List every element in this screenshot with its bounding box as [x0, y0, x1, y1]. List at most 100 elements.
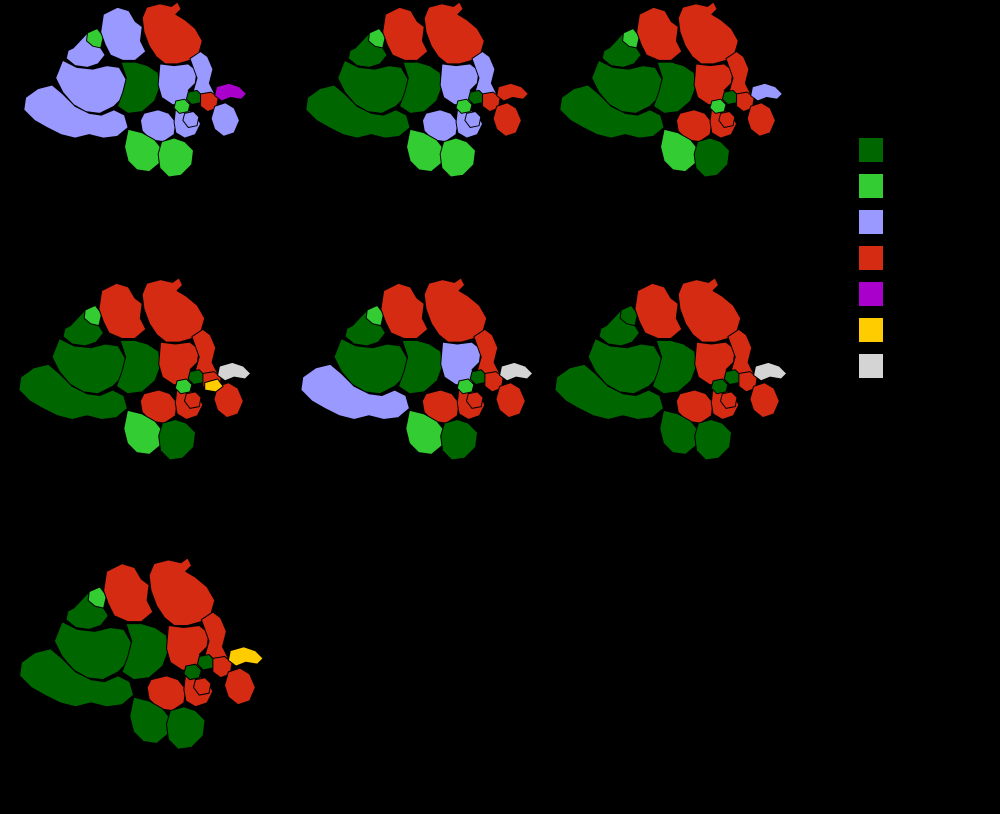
constituency-west-belfast[interactable]	[183, 663, 202, 681]
legend-item-light-grey[interactable]	[858, 353, 893, 379]
legend-item-periwinkle[interactable]	[858, 209, 893, 235]
constituency-south-down[interactable]	[158, 418, 197, 461]
constituency-newry-armagh[interactable]	[123, 409, 163, 455]
constituency-upper-bann[interactable]	[146, 675, 187, 712]
constituency-mid-ulster[interactable]	[117, 61, 161, 114]
constituency-south-belfast[interactable]	[719, 391, 738, 409]
constituency-east-londonderry[interactable]	[634, 282, 683, 340]
constituency-strangford[interactable]	[213, 382, 244, 419]
constituency-strangford[interactable]	[492, 102, 522, 137]
map-panel-3[interactable]	[542, 2, 818, 207]
constituency-south-belfast[interactable]	[183, 391, 202, 409]
constituency-limavady-sliver[interactable]	[622, 28, 640, 49]
constituency-north-down[interactable]	[750, 82, 783, 102]
constituency-fermanagh-south-tyrone[interactable]	[559, 84, 665, 139]
constituency-west-belfast[interactable]	[455, 98, 473, 114]
constituency-south-down[interactable]	[165, 706, 206, 750]
constituency-north-antrim[interactable]	[141, 277, 206, 343]
constituency-south-down[interactable]	[693, 137, 730, 178]
constituency-mid-ulster[interactable]	[115, 339, 162, 395]
constituency-upper-bann[interactable]	[139, 109, 177, 143]
constituency-south-belfast[interactable]	[718, 111, 736, 128]
constituency-upper-bann[interactable]	[675, 389, 714, 424]
map-panel-4[interactable]	[6, 272, 282, 497]
constituency-west-belfast[interactable]	[709, 98, 727, 114]
map-panel-6[interactable]	[542, 272, 818, 497]
constituency-south-belfast[interactable]	[465, 391, 484, 409]
constituency-north-antrim[interactable]	[148, 557, 216, 627]
constituency-belfast-dot[interactable]	[204, 378, 224, 393]
map-panel-1[interactable]	[6, 2, 282, 207]
constituency-mid-ulster[interactable]	[399, 61, 443, 114]
constituency-strangford[interactable]	[495, 382, 526, 419]
legend-item-yellow[interactable]	[858, 317, 893, 343]
constituency-east-londonderry[interactable]	[380, 282, 429, 340]
constituency-north-antrim[interactable]	[423, 277, 488, 343]
constituency-west-belfast[interactable]	[710, 378, 729, 395]
legend-item-light-green[interactable]	[858, 173, 893, 199]
constituency-upper-bann[interactable]	[421, 109, 459, 143]
constituency-newry-armagh[interactable]	[406, 128, 445, 173]
constituency-newry-armagh[interactable]	[405, 409, 445, 455]
constituency-west-belfast[interactable]	[456, 378, 475, 395]
constituency-north-antrim[interactable]	[141, 2, 203, 65]
constituency-south-belfast[interactable]	[193, 677, 212, 696]
constituency-limavady-sliver[interactable]	[365, 304, 385, 327]
constituency-north-down[interactable]	[227, 646, 264, 667]
constituency-limavady-sliver[interactable]	[368, 28, 386, 49]
constituency-mid-ulster[interactable]	[651, 339, 698, 395]
constituency-south-down[interactable]	[440, 418, 479, 461]
constituency-strangford[interactable]	[746, 102, 776, 137]
legend-item-magenta[interactable]	[858, 281, 893, 307]
map-panel-2[interactable]	[288, 2, 564, 207]
constituency-upper-bann[interactable]	[421, 389, 460, 424]
constituency-fermanagh-south-tyrone[interactable]	[554, 363, 664, 420]
constituency-limavady-sliver[interactable]	[87, 586, 108, 609]
constituency-limavady-sliver[interactable]	[86, 28, 104, 49]
constituency-east-londonderry[interactable]	[103, 563, 154, 623]
legend-item-dark-green[interactable]	[858, 137, 893, 163]
constituency-east-londonderry[interactable]	[382, 6, 429, 61]
constituency-newry-armagh[interactable]	[129, 696, 171, 744]
constituency-south-belfast[interactable]	[464, 111, 482, 128]
constituency-newry-armagh[interactable]	[660, 128, 699, 173]
legend-swatch-magenta	[858, 281, 884, 307]
constituency-south-down[interactable]	[439, 137, 476, 178]
constituency-newry-armagh[interactable]	[124, 128, 163, 173]
constituency-fermanagh-south-tyrone[interactable]	[18, 363, 128, 420]
constituency-mid-ulster[interactable]	[397, 339, 444, 395]
constituency-mid-ulster[interactable]	[121, 623, 169, 681]
constituency-upper-bann[interactable]	[139, 389, 178, 424]
constituency-strangford[interactable]	[223, 667, 256, 706]
constituency-east-londonderry[interactable]	[100, 6, 147, 61]
constituency-south-belfast[interactable]	[182, 111, 200, 128]
constituency-fermanagh-south-tyrone[interactable]	[19, 648, 135, 708]
constituency-south-down[interactable]	[157, 137, 194, 178]
map-panel-7[interactable]	[6, 550, 296, 790]
constituency-limavady-sliver[interactable]	[619, 304, 639, 327]
constituency-fermanagh-south-tyrone[interactable]	[305, 84, 411, 139]
constituency-north-down[interactable]	[753, 361, 788, 382]
constituency-east-londonderry[interactable]	[636, 6, 683, 61]
constituency-west-belfast[interactable]	[173, 98, 191, 114]
constituency-newry-armagh[interactable]	[659, 409, 699, 455]
constituency-north-antrim[interactable]	[423, 2, 485, 65]
constituency-fermanagh-south-tyrone[interactable]	[23, 84, 129, 139]
constituency-north-down[interactable]	[496, 82, 529, 102]
constituency-east-londonderry[interactable]	[98, 282, 147, 340]
constituency-west-belfast[interactable]	[174, 378, 193, 395]
constituency-north-down[interactable]	[217, 361, 252, 382]
legend-item-red-orange[interactable]	[858, 245, 893, 271]
constituency-strangford[interactable]	[210, 102, 240, 137]
constituency-mid-ulster[interactable]	[653, 61, 697, 114]
constituency-north-antrim[interactable]	[677, 277, 742, 343]
constituency-south-down[interactable]	[694, 418, 733, 461]
constituency-north-antrim[interactable]	[677, 2, 739, 65]
constituency-north-down[interactable]	[214, 82, 247, 102]
constituency-upper-bann[interactable]	[675, 109, 713, 143]
constituency-limavady-sliver[interactable]	[83, 304, 103, 327]
map-panel-5[interactable]	[288, 272, 564, 497]
constituency-north-down[interactable]	[499, 361, 534, 382]
constituency-strangford[interactable]	[749, 382, 780, 419]
constituency-fermanagh-south-tyrone[interactable]	[300, 363, 410, 420]
